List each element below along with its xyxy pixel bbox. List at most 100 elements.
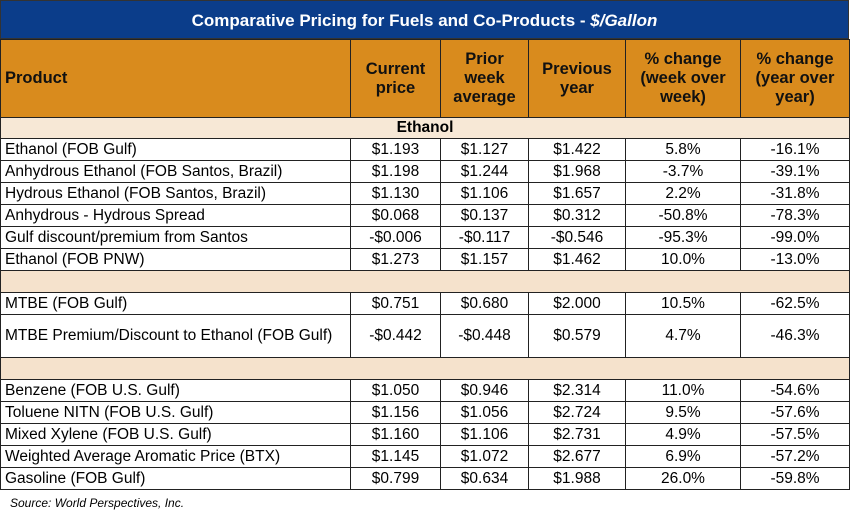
- col-header: % change (week over week): [625, 39, 741, 118]
- product-cell: Hydrous Ethanol (FOB Santos, Brazil): [0, 182, 351, 205]
- col-header: Current price: [350, 39, 441, 118]
- table-row: Weighted Average Aromatic Price (BTX) $1.…: [0, 445, 850, 468]
- value-cell: -99.0%: [740, 226, 850, 249]
- value-cell: $1.130: [350, 182, 441, 205]
- table-row: Anhydrous Ethanol (FOB Santos, Brazil) $1…: [0, 160, 850, 183]
- source-note: Source: World Perspectives, Inc.: [10, 496, 185, 510]
- product-cell: Gasoline (FOB Gulf): [0, 467, 351, 490]
- value-cell: -$0.442: [350, 314, 441, 358]
- table-title: Comparative Pricing for Fuels and Co-Pro…: [0, 0, 849, 39]
- value-cell: $1.127: [440, 138, 529, 161]
- table-row: Ethanol (FOB Gulf) $1.193 $1.127 $1.422 5.8%…: [0, 138, 850, 161]
- value-cell: -$0.117: [440, 226, 529, 249]
- value-cell: $1.988: [528, 467, 626, 490]
- value-cell: $1.056: [440, 401, 529, 424]
- header-row: Product Current price Prior week average…: [0, 39, 850, 118]
- value-cell: 5.8%: [625, 138, 741, 161]
- table-row: Benzene (FOB U.S. Gulf) $1.050 $0.946 $2.31…: [0, 379, 850, 402]
- value-cell: $0.579: [528, 314, 626, 358]
- product-cell: Benzene (FOB U.S. Gulf): [0, 379, 351, 402]
- value-cell: $0.751: [350, 292, 441, 315]
- table-row: Gasoline (FOB Gulf) $0.799 $0.634 $1.988 26.…: [0, 467, 850, 490]
- value-cell: -31.8%: [740, 182, 850, 205]
- product-cell: Weighted Average Aromatic Price (BTX): [0, 445, 351, 468]
- value-cell: $1.156: [350, 401, 441, 424]
- section-label: Ethanol: [0, 117, 850, 139]
- value-cell: $0.634: [440, 467, 529, 490]
- value-cell: $0.068: [350, 204, 441, 227]
- col-header: Prior week average: [440, 39, 529, 118]
- value-cell: $0.137: [440, 204, 529, 227]
- value-cell: $1.273: [350, 248, 441, 271]
- col-header: Product: [0, 39, 351, 118]
- value-cell: -13.0%: [740, 248, 850, 271]
- value-cell: 6.9%: [625, 445, 741, 468]
- value-cell: -57.5%: [740, 423, 850, 446]
- table-row: Anhydrous - Hydrous Spread $0.068 $0.137 $0…: [0, 204, 850, 227]
- value-cell: 11.0%: [625, 379, 741, 402]
- value-cell: 10.5%: [625, 292, 741, 315]
- title-unit: $/Gallon: [590, 11, 658, 30]
- product-cell: Anhydrous - Hydrous Spread: [0, 204, 351, 227]
- value-cell: -54.6%: [740, 379, 850, 402]
- value-cell: $1.157: [440, 248, 529, 271]
- pricing-table: Product Current price Prior week average…: [0, 39, 850, 490]
- value-cell: $1.198: [350, 160, 441, 183]
- value-cell: $1.106: [440, 182, 529, 205]
- value-cell: -39.1%: [740, 160, 850, 183]
- value-cell: $1.145: [350, 445, 441, 468]
- product-cell: MTBE (FOB Gulf): [0, 292, 351, 315]
- product-cell: Anhydrous Ethanol (FOB Santos, Brazil): [0, 160, 351, 183]
- product-cell: Mixed Xylene (FOB U.S. Gulf): [0, 423, 351, 446]
- value-cell: $2.000: [528, 292, 626, 315]
- value-cell: $2.677: [528, 445, 626, 468]
- value-cell: $1.657: [528, 182, 626, 205]
- table-row: MTBE Premium/Discount to Ethanol (FOB Gu…: [0, 314, 850, 358]
- spacer-cell: [0, 270, 850, 293]
- value-cell: $1.244: [440, 160, 529, 183]
- value-cell: $2.314: [528, 379, 626, 402]
- value-cell: -50.8%: [625, 204, 741, 227]
- value-cell: -46.3%: [740, 314, 850, 358]
- value-cell: $2.731: [528, 423, 626, 446]
- value-cell: 4.7%: [625, 314, 741, 358]
- value-cell: $0.946: [440, 379, 529, 402]
- spacer-row: [0, 270, 850, 293]
- value-cell: 4.9%: [625, 423, 741, 446]
- table-row: Ethanol (FOB PNW) $1.273 $1.157 $1.462 10.0%…: [0, 248, 850, 271]
- col-header: Previous year: [528, 39, 626, 118]
- spacer-row: [0, 357, 850, 380]
- value-cell: -62.5%: [740, 292, 850, 315]
- value-cell: $1.193: [350, 138, 441, 161]
- value-cell: $1.968: [528, 160, 626, 183]
- value-cell: 10.0%: [625, 248, 741, 271]
- table-row: Gulf discount/premium from Santos -$0.006…: [0, 226, 850, 249]
- section-row: Ethanol: [0, 117, 850, 139]
- value-cell: $1.462: [528, 248, 626, 271]
- product-cell: Ethanol (FOB Gulf): [0, 138, 351, 161]
- title-text: Comparative Pricing for Fuels and Co-Pro…: [191, 11, 591, 30]
- value-cell: 9.5%: [625, 401, 741, 424]
- value-cell: -$0.448: [440, 314, 529, 358]
- value-cell: $0.799: [350, 467, 441, 490]
- value-cell: -95.3%: [625, 226, 741, 249]
- value-cell: $1.050: [350, 379, 441, 402]
- product-cell: Toluene NITN (FOB U.S. Gulf): [0, 401, 351, 424]
- value-cell: $0.312: [528, 204, 626, 227]
- value-cell: -57.2%: [740, 445, 850, 468]
- value-cell: -78.3%: [740, 204, 850, 227]
- product-cell: MTBE Premium/Discount to Ethanol (FOB Gu…: [0, 314, 351, 358]
- value-cell: -59.8%: [740, 467, 850, 490]
- product-cell: Gulf discount/premium from Santos: [0, 226, 351, 249]
- table-row: Mixed Xylene (FOB U.S. Gulf) $1.160 $1.106…: [0, 423, 850, 446]
- value-cell: -$0.546: [528, 226, 626, 249]
- product-cell: Ethanol (FOB PNW): [0, 248, 351, 271]
- col-header: % change (year over year): [740, 39, 850, 118]
- spacer-cell: [0, 357, 850, 380]
- value-cell: $1.160: [350, 423, 441, 446]
- value-cell: -57.6%: [740, 401, 850, 424]
- value-cell: -$0.006: [350, 226, 441, 249]
- value-cell: $1.106: [440, 423, 529, 446]
- value-cell: $1.422: [528, 138, 626, 161]
- table-row: Hydrous Ethanol (FOB Santos, Brazil) $1.1…: [0, 182, 850, 205]
